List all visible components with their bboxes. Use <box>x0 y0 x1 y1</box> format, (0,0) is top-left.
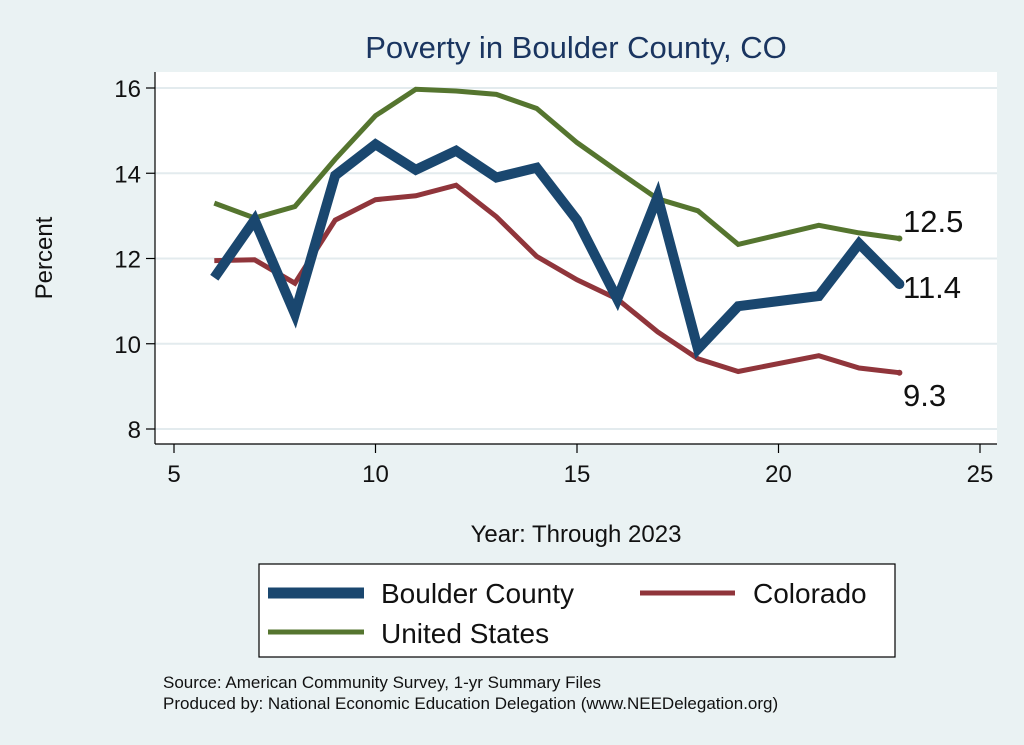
series-end-point-united-states <box>896 235 903 242</box>
end-label-boulder-county: 11.4 <box>903 270 961 305</box>
y-tick-label-12: 12 <box>114 247 141 274</box>
y-axis-title: Percent <box>31 216 58 299</box>
legend-label-united-states: United States <box>381 618 549 649</box>
legend-label-colorado: Colorado <box>753 578 867 609</box>
x-tick-label-5: 5 <box>167 461 180 488</box>
x-tick-label-15: 15 <box>564 461 591 488</box>
series-line-boulder-county <box>210 138 903 359</box>
series-lines <box>210 86 905 376</box>
y-tick-label-14: 14 <box>114 161 141 188</box>
series-line-united-states <box>213 86 900 248</box>
y-ticks: 8 10 12 14 16 <box>114 76 155 444</box>
gridlines <box>155 87 997 430</box>
legend-label-boulder-county: Boulder County <box>381 578 574 609</box>
end-labels: 11.4 9.3 12.5 <box>903 204 963 413</box>
chart-title: Poverty in Boulder County, CO <box>365 30 787 65</box>
x-ticks: 5 10 15 20 25 <box>167 444 993 488</box>
series-end-point-colorado <box>896 369 903 376</box>
end-label-colorado: 9.3 <box>903 378 946 413</box>
x-tick-label-10: 10 <box>362 461 389 488</box>
x-tick-label-25: 25 <box>967 461 994 488</box>
legend: Boulder County Colorado United States <box>258 563 896 658</box>
series-line-colorado <box>214 182 900 376</box>
series-end-point-boulder-county <box>894 279 905 290</box>
y-tick-label-16: 16 <box>114 76 141 103</box>
produced-by-note: Produced by: National Economic Education… <box>163 694 778 713</box>
y-tick-label-8: 8 <box>128 417 141 444</box>
y-tick-label-10: 10 <box>114 332 141 359</box>
legend-box <box>258 563 896 658</box>
x-tick-label-20: 20 <box>765 461 792 488</box>
source-note: Source: American Community Survey, 1-yr … <box>163 673 601 692</box>
end-label-united-states: 12.5 <box>903 204 963 239</box>
x-axis-title: Year: Through 2023 <box>471 521 682 548</box>
